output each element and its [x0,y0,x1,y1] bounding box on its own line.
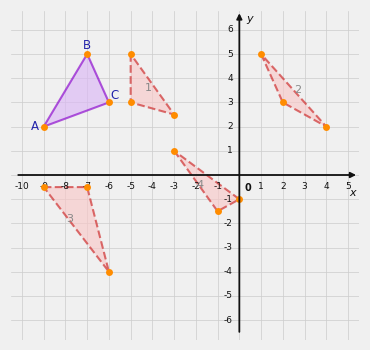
Text: -1: -1 [224,195,233,204]
Text: y: y [246,14,252,24]
Text: -6: -6 [224,316,233,325]
Polygon shape [174,151,239,211]
Text: 4: 4 [196,180,204,190]
Text: 0: 0 [245,183,252,194]
Text: -10: -10 [14,182,29,191]
Text: x: x [349,188,356,198]
Text: -4: -4 [224,267,233,276]
Text: -2: -2 [224,219,233,228]
Text: -5: -5 [126,182,135,191]
Text: 1: 1 [258,182,264,191]
Text: 3: 3 [227,98,233,107]
Text: 4: 4 [323,182,329,191]
Text: -9: -9 [39,182,48,191]
Text: A: A [31,120,39,133]
Text: 2: 2 [295,85,302,95]
Text: 4: 4 [227,74,233,83]
Text: -3: -3 [224,243,233,252]
Text: 2: 2 [227,122,233,131]
Text: -3: -3 [169,182,179,191]
Text: C: C [110,89,118,101]
Text: 3: 3 [66,214,73,224]
Text: 6: 6 [227,25,233,34]
Polygon shape [261,54,326,127]
Text: -7: -7 [83,182,92,191]
Text: -2: -2 [191,182,200,191]
Polygon shape [131,54,174,114]
Text: B: B [83,39,91,52]
Polygon shape [44,187,109,272]
Text: 3: 3 [302,182,307,191]
Text: 1: 1 [227,146,233,155]
Text: 5: 5 [227,50,233,58]
Text: 2: 2 [280,182,286,191]
Text: -8: -8 [61,182,70,191]
Text: -4: -4 [148,182,157,191]
Text: -6: -6 [104,182,114,191]
Text: -1: -1 [213,182,222,191]
Text: 1: 1 [145,83,152,93]
Polygon shape [44,54,109,127]
Text: -5: -5 [224,292,233,300]
Text: 5: 5 [345,182,351,191]
